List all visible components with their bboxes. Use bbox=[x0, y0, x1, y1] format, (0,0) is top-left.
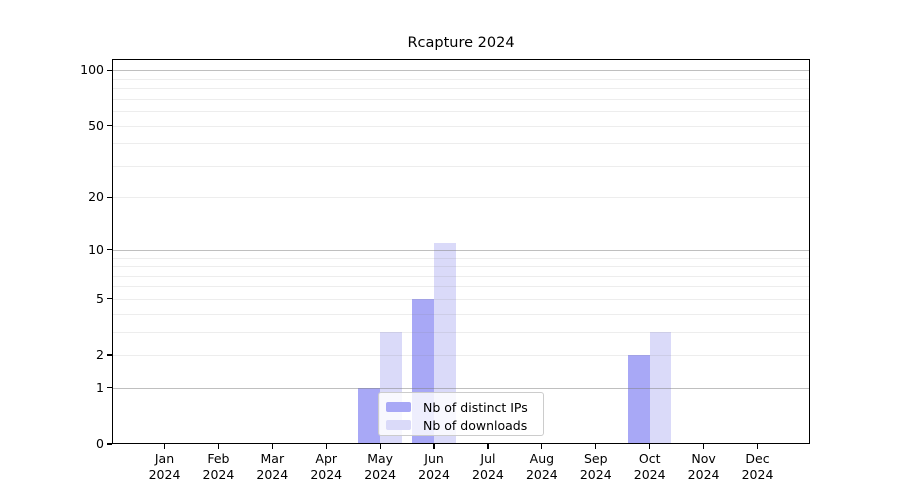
x-tick-year: 2024 bbox=[148, 467, 181, 482]
x-tick-label: May 2024 bbox=[348, 451, 412, 483]
gridline-minor bbox=[112, 257, 810, 259]
gridline-minor bbox=[112, 355, 810, 357]
x-tick-mark bbox=[163, 444, 166, 449]
y-tick-label: 5 bbox=[96, 290, 104, 306]
x-tick-month: Jun bbox=[424, 451, 444, 466]
y-tick-label: 50 bbox=[88, 117, 104, 133]
gridline-minor bbox=[112, 275, 810, 277]
x-tick-month: Dec bbox=[745, 451, 770, 466]
x-tick-year: 2024 bbox=[256, 467, 289, 482]
x-tick-year: 2024 bbox=[310, 467, 343, 482]
x-tick-year: 2024 bbox=[364, 467, 397, 482]
x-tick-year: 2024 bbox=[579, 467, 612, 482]
y-tick-mark bbox=[107, 196, 112, 198]
legend-row: Nb of distinct IPs bbox=[386, 398, 543, 416]
x-tick-year: 2024 bbox=[202, 467, 235, 482]
x-tick-label: Dec 2024 bbox=[726, 451, 790, 483]
y-tick-mark bbox=[107, 443, 112, 445]
x-tick-month: Jul bbox=[480, 451, 496, 466]
bar bbox=[358, 387, 381, 444]
x-tick-month: Feb bbox=[207, 451, 230, 466]
x-tick-mark bbox=[379, 444, 381, 449]
y-tick-mark bbox=[107, 124, 112, 127]
y-tick-label: 2 bbox=[96, 347, 104, 363]
x-tick-month: Nov bbox=[691, 451, 716, 466]
x-tick-month: Sep bbox=[583, 451, 608, 466]
y-tick-label: 0 bbox=[96, 436, 104, 451]
gridline-minor bbox=[112, 98, 810, 100]
gridline-major bbox=[112, 249, 810, 251]
x-tick-year: 2024 bbox=[633, 467, 666, 482]
x-tick-mark bbox=[756, 444, 759, 449]
x-tick-mark bbox=[271, 444, 273, 449]
legend-label: Nb of downloads bbox=[423, 417, 528, 433]
x-tick-year: 2024 bbox=[687, 467, 720, 482]
x-tick-month: Mar bbox=[260, 451, 285, 466]
x-tick-month: Jan bbox=[154, 451, 175, 466]
y-tick-mark bbox=[107, 69, 112, 71]
legend-swatch bbox=[386, 402, 411, 412]
x-tick-label: Jun 2024 bbox=[402, 451, 466, 483]
y-tick-label: 1 bbox=[96, 379, 104, 395]
x-tick-label: Aug 2024 bbox=[510, 451, 574, 483]
x-tick-mark bbox=[487, 444, 489, 449]
gridline-minor bbox=[112, 266, 810, 268]
bar bbox=[627, 355, 650, 444]
legend-label: Nb of distinct IPs bbox=[423, 399, 528, 415]
x-tick-year: 2024 bbox=[418, 467, 450, 482]
x-tick-mark bbox=[325, 444, 327, 449]
legend-swatch bbox=[386, 420, 411, 430]
chart-title: Rcapture 2024 bbox=[407, 35, 515, 51]
y-tick-mark bbox=[107, 249, 112, 251]
x-tick-mark bbox=[541, 444, 543, 449]
x-tick-label: Mar 2024 bbox=[240, 451, 304, 483]
x-tick-label: Oct 2024 bbox=[618, 451, 682, 483]
gridline-minor bbox=[112, 165, 810, 167]
gridline-minor bbox=[112, 197, 810, 199]
x-tick-mark bbox=[595, 444, 597, 449]
gridline-major bbox=[112, 387, 810, 389]
x-tick-label: Jan 2024 bbox=[133, 451, 197, 483]
gridline-minor bbox=[112, 313, 810, 315]
gridline-minor bbox=[112, 125, 810, 127]
bar bbox=[649, 331, 672, 444]
x-tick-label: Feb 2024 bbox=[186, 451, 250, 483]
y-tick-mark bbox=[107, 387, 112, 389]
gridline-minor bbox=[112, 143, 810, 145]
x-tick-mark bbox=[217, 444, 219, 449]
x-tick-year: 2024 bbox=[741, 467, 774, 482]
x-tick-label: Jul 2024 bbox=[456, 451, 520, 483]
x-tick-label: Nov 2024 bbox=[672, 451, 736, 483]
gridline-minor bbox=[112, 111, 810, 113]
y-tick-mark bbox=[107, 298, 112, 300]
gridline-minor bbox=[112, 78, 810, 80]
x-tick-mark bbox=[649, 444, 651, 449]
x-tick-month: Aug bbox=[529, 451, 555, 466]
x-tick-month: May bbox=[367, 451, 394, 466]
legend: Nb of distinct IPs Nb of downloads bbox=[378, 392, 544, 436]
y-tick-label: 10 bbox=[88, 241, 104, 257]
gridline-minor bbox=[112, 286, 810, 288]
gridline-minor bbox=[112, 88, 810, 90]
x-tick-label: Sep 2024 bbox=[564, 451, 628, 483]
gridline-minor bbox=[112, 298, 810, 300]
gridline-minor bbox=[112, 331, 810, 333]
x-tick-label: Apr 2024 bbox=[294, 451, 358, 483]
x-tick-year: 2024 bbox=[472, 467, 504, 482]
plot-border bbox=[112, 59, 810, 444]
gridline-major bbox=[112, 70, 810, 72]
y-tick-mark bbox=[107, 354, 112, 356]
x-tick-mark bbox=[702, 444, 705, 449]
y-tick-label: 100 bbox=[80, 62, 104, 78]
x-tick-mark bbox=[433, 444, 435, 449]
x-tick-month: Oct bbox=[638, 451, 661, 466]
y-tick-label: 20 bbox=[88, 189, 104, 205]
legend-row: Nb of downloads bbox=[386, 416, 543, 434]
x-tick-year: 2024 bbox=[525, 467, 558, 482]
x-tick-month: Apr bbox=[315, 451, 338, 466]
